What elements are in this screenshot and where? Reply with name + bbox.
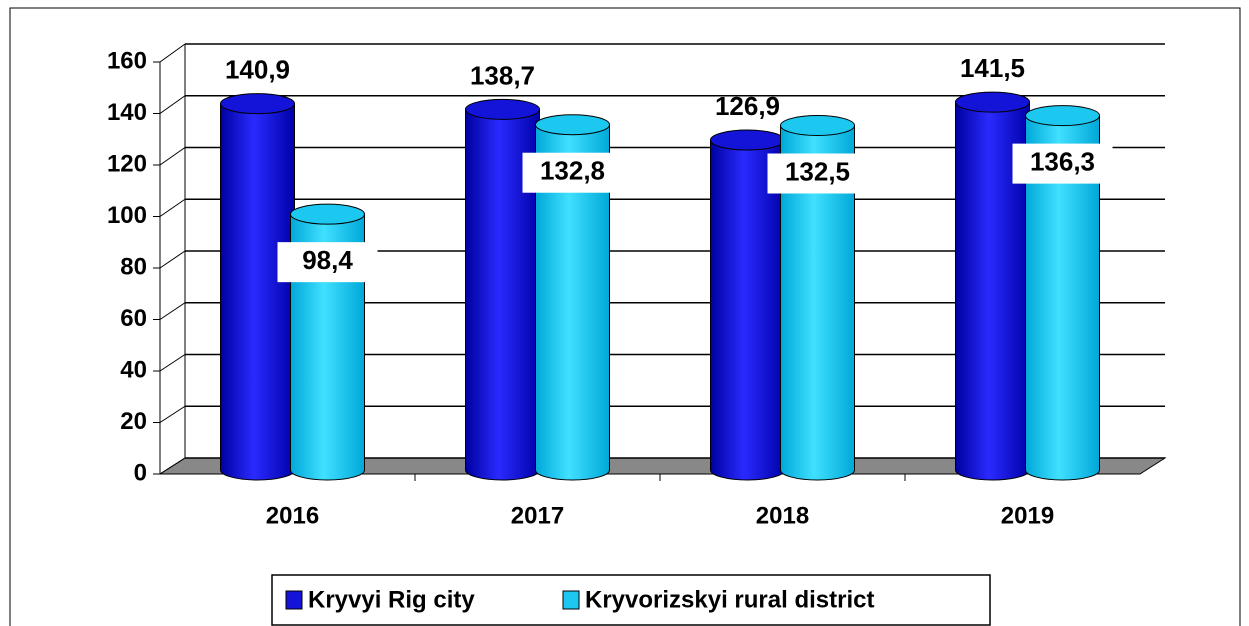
value-label: 126,9 <box>715 91 780 121</box>
grid-diagonal <box>159 302 186 320</box>
bar-top <box>780 115 855 136</box>
legend <box>271 574 991 626</box>
y-tick-label: 140 <box>107 99 147 126</box>
legend-label: Kryvorizskyi rural district <box>585 586 874 613</box>
bar <box>535 124 610 481</box>
grid-diagonal <box>159 95 186 114</box>
frame <box>9 7 1241 626</box>
y-tick-label: 60 <box>120 305 147 332</box>
grid-diagonal <box>159 354 186 372</box>
bar <box>1025 115 1100 481</box>
bar-top <box>465 98 540 120</box>
bar <box>780 125 855 481</box>
y-tick-label: 80 <box>120 253 147 280</box>
grid-diagonal <box>159 250 186 269</box>
value-label: 98,4 <box>302 245 353 275</box>
grid-diagonal <box>159 405 186 423</box>
value-label: 140,9 <box>225 55 290 85</box>
legend-swatch <box>285 590 303 610</box>
bar-top <box>220 93 295 115</box>
x-tick-label: 2016 <box>266 502 319 529</box>
bar-top <box>290 203 365 225</box>
value-label: 138,7 <box>470 60 535 90</box>
bar-top <box>535 114 610 136</box>
legend-label: Kryvyi Rig city <box>308 586 475 613</box>
y-tick-label: 20 <box>120 408 147 435</box>
y-tick-label: 120 <box>107 150 147 177</box>
grid-diagonal <box>159 198 186 217</box>
x-tick-label: 2018 <box>756 502 809 529</box>
y-tick-label: 160 <box>107 47 147 74</box>
bar-top <box>710 129 785 151</box>
value-label-box <box>767 153 868 194</box>
y-tick-label: 40 <box>120 356 147 383</box>
x-tick-label: 2017 <box>511 502 564 529</box>
value-label-box <box>1012 143 1113 184</box>
value-label: 136,3 <box>1030 146 1095 176</box>
value-label-box <box>277 242 378 283</box>
x-tick-label: 2019 <box>1001 502 1054 529</box>
bar-top <box>1025 105 1100 127</box>
bar <box>220 103 295 481</box>
bar-top <box>955 91 1030 113</box>
grid-diagonal <box>159 457 186 475</box>
grid-diagonal <box>159 43 186 63</box>
value-label-box <box>522 152 623 193</box>
value-label: 132,8 <box>540 156 605 186</box>
value-label: 141,5 <box>960 53 1025 83</box>
y-tick-label: 100 <box>107 202 147 229</box>
legend-swatch <box>562 590 580 610</box>
y-tick-label: 0 <box>134 459 147 486</box>
value-label: 132,5 <box>785 156 850 186</box>
grid-diagonal <box>159 147 186 166</box>
